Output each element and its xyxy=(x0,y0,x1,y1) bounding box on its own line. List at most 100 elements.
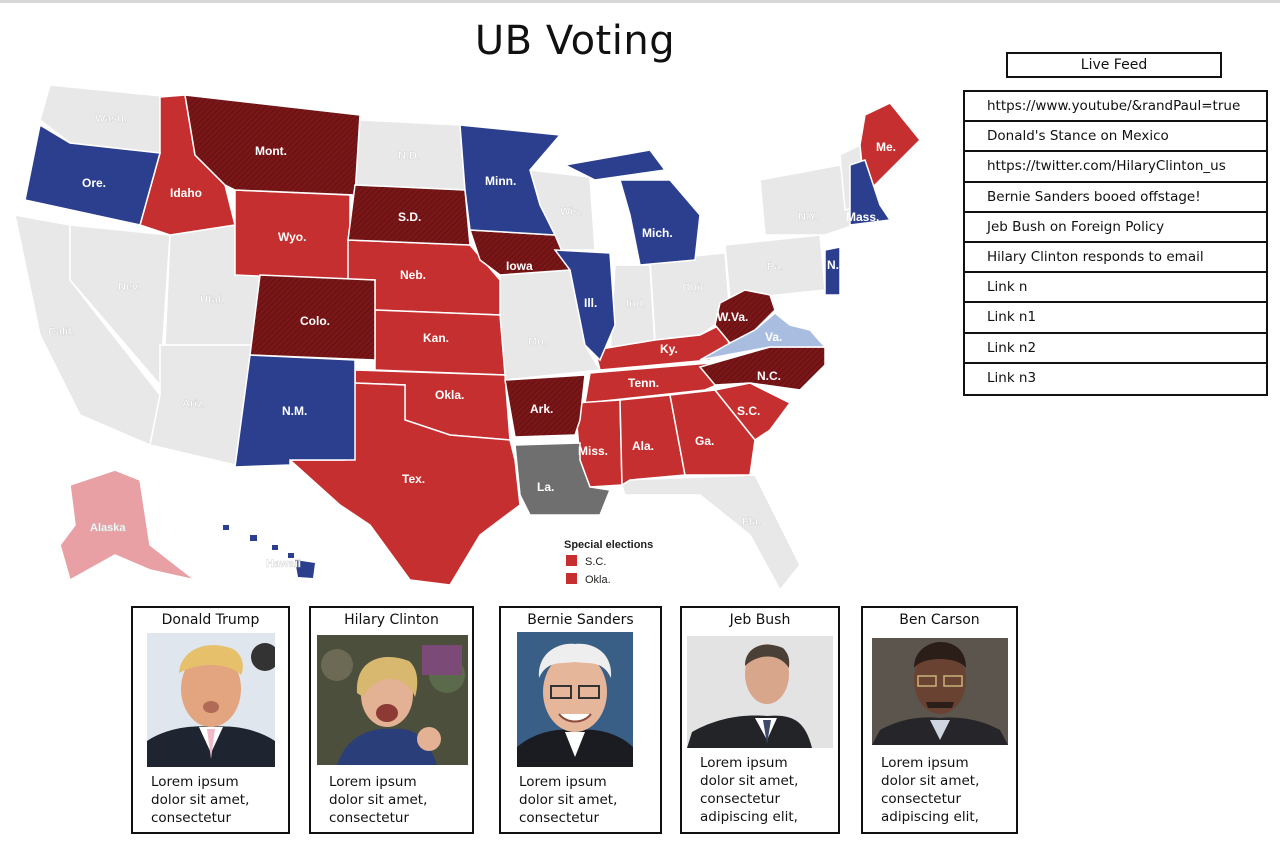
label-utah: Utah xyxy=(200,294,225,306)
state-montana[interactable] xyxy=(184,94,361,196)
label-alaska: Alaska xyxy=(90,522,126,534)
us-election-map: Wash. Ore. Calif. Idaho Nev. Mont. Wyo. … xyxy=(10,85,935,590)
label-hawaii: Hawaii xyxy=(266,558,301,570)
label-sc: S.C. xyxy=(737,404,760,418)
candidate-description: Lorem ipsum dolor sit amet, consectetur xyxy=(151,774,250,826)
state-south-dakota[interactable] xyxy=(347,184,471,246)
label-va: Va. xyxy=(765,330,782,344)
state-louisiana[interactable] xyxy=(514,442,612,516)
state-minnesota[interactable] xyxy=(459,124,562,236)
label-tex: Tex. xyxy=(402,472,425,486)
state-arizona[interactable] xyxy=(149,344,256,466)
state-alaska[interactable] xyxy=(59,469,196,582)
label-nd: N.D. xyxy=(398,150,420,162)
state-new-york[interactable] xyxy=(759,164,856,236)
state-colorado[interactable] xyxy=(249,274,376,361)
feed-link-item[interactable]: Link n2 xyxy=(965,334,1266,364)
label-wva: W.Va. xyxy=(717,310,748,324)
label-sd: S.D. xyxy=(398,210,421,224)
label-ark: Ark. xyxy=(530,402,553,416)
label-la: La. xyxy=(537,480,554,494)
window-top-border xyxy=(0,0,1280,3)
label-miss: Miss. xyxy=(578,444,608,458)
candidate-photo xyxy=(517,632,633,767)
state-hawaii[interactable] xyxy=(223,525,315,578)
label-mont: Mont. xyxy=(255,144,287,158)
label-nm: N.M. xyxy=(282,404,307,418)
legend-item-okla: Okla. xyxy=(585,574,611,586)
label-ohio: Ohio xyxy=(682,282,707,294)
label-mass: Mass. xyxy=(846,210,879,224)
candidate-name: Donald Trump xyxy=(161,612,260,628)
candidate-description: Lorem ipsum dolor sit amet, consectetur … xyxy=(700,755,799,825)
label-wis: Wis. xyxy=(560,206,583,218)
candidate-description: Lorem ipsum dolor sit amet, consectetur … xyxy=(881,755,980,825)
label-minn: Minn. xyxy=(485,174,516,188)
state-illinois[interactable] xyxy=(553,249,616,362)
candidate-photo xyxy=(317,635,468,765)
label-nj: N.J. xyxy=(827,258,849,272)
candidate-description: Lorem ipsum dolor sit amet, consectetur xyxy=(329,774,428,826)
label-mo: Mo. xyxy=(528,336,547,348)
label-fla: Fla. xyxy=(742,516,761,528)
label-me: Me. xyxy=(876,140,896,154)
candidate-photo xyxy=(687,636,833,748)
candidate-card-carson[interactable]: Ben Carson Lorem ipsum dolor sit amet, c… xyxy=(861,606,1018,834)
feed-link-item[interactable]: Link n1 xyxy=(965,303,1266,334)
state-florida[interactable] xyxy=(618,474,801,590)
candidate-description: Lorem ipsum dolor sit amet, consectetur xyxy=(519,774,618,826)
label-mich: Mich. xyxy=(642,226,673,240)
label-ill: Ill. xyxy=(584,296,597,310)
label-okla: Okla. xyxy=(435,388,464,402)
feed-link-item[interactable]: https://twitter.com/HilaryClinton_us xyxy=(965,152,1266,183)
state-georgia[interactable] xyxy=(669,389,756,476)
candidate-name: Hilary Clinton xyxy=(344,612,439,628)
legend-item-sc: S.C. xyxy=(585,556,606,568)
state-oregon[interactable] xyxy=(24,123,161,226)
state-west-virginia[interactable] xyxy=(714,289,776,344)
label-ore: Ore. xyxy=(82,176,106,190)
label-ala: Ala. xyxy=(632,439,654,453)
candidate-card-clinton[interactable]: Hilary Clinton Lorem ipsum dolor sit ame… xyxy=(309,606,474,834)
state-michigan[interactable] xyxy=(562,149,701,266)
live-feed-title: Live Feed xyxy=(1006,52,1222,78)
state-texas[interactable] xyxy=(288,382,521,586)
label-colo: Colo. xyxy=(300,314,330,328)
state-alabama[interactable] xyxy=(619,394,686,487)
label-pa: Pa. xyxy=(767,261,784,273)
label-idaho: Idaho xyxy=(170,186,202,200)
label-ariz: Ariz. xyxy=(182,398,206,410)
feed-link-item[interactable]: https://www.youtube/&randPaul=true xyxy=(965,92,1266,123)
label-kan: Kan. xyxy=(423,331,449,345)
live-feed-list: https://www.youtube/&randPaul=true Donal… xyxy=(963,90,1268,396)
candidate-card-trump[interactable]: Donald Trump Lorem ipsum dolor sit amet,… xyxy=(131,606,290,834)
feed-link-item[interactable]: Jeb Bush on Foreign Policy xyxy=(965,213,1266,243)
label-neb: Neb. xyxy=(400,268,426,282)
state-arkansas[interactable] xyxy=(504,374,586,438)
label-wyo: Wyo. xyxy=(278,230,306,244)
feed-link-item[interactable]: Donald's Stance on Mexico xyxy=(965,122,1266,153)
state-new-jersey[interactable] xyxy=(824,246,841,296)
legend-swatch-okla xyxy=(566,573,577,584)
state-maine[interactable] xyxy=(859,102,922,197)
feed-link-item[interactable]: Hilary Clinton responds to email xyxy=(965,243,1266,274)
state-south-carolina[interactable] xyxy=(713,382,792,442)
label-ga: Ga. xyxy=(695,434,714,448)
feed-link-item[interactable]: Link n3 xyxy=(987,369,1037,386)
state-virginia[interactable] xyxy=(699,312,827,361)
label-iowa: Iowa xyxy=(506,259,533,273)
candidate-card-bush[interactable]: Jeb Bush Lorem ipsum dolor sit amet, con… xyxy=(680,606,840,834)
legend-swatch-sc xyxy=(566,555,577,566)
legend-title: Special elections xyxy=(564,539,653,551)
candidate-name: Bernie Sanders xyxy=(527,612,634,628)
label-nev: Nev. xyxy=(118,281,140,293)
candidate-card-sanders[interactable]: Bernie Sanders Lorem ipsum dolor sit ame… xyxy=(499,606,662,834)
map-legend: Special elections S.C. Okla. xyxy=(564,539,653,586)
feed-link-item[interactable]: Link n xyxy=(965,273,1266,304)
label-ind: Ind. xyxy=(626,298,646,310)
label-nc: N.C. xyxy=(757,369,781,383)
state-massachusetts[interactable] xyxy=(849,159,892,226)
state-new-mexico[interactable] xyxy=(234,354,356,468)
candidate-name: Ben Carson xyxy=(899,612,980,628)
feed-link-item[interactable]: Bernie Sanders booed offstage! xyxy=(965,183,1266,213)
